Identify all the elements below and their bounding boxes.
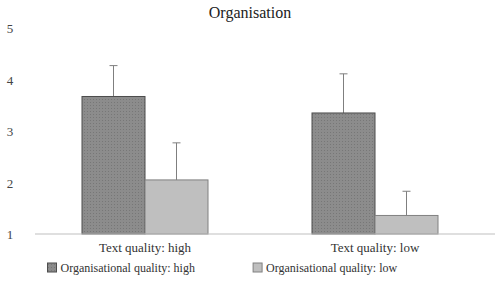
y-tick-label: 1 [7,227,14,242]
title: Organisation [209,4,291,22]
bar [145,180,208,234]
x-tick-label: Text quality: high [99,240,192,255]
legend-label: Organisational quality: low [266,261,397,275]
bars [110,66,411,234]
legend-label: Organisational quality: high [61,261,195,275]
y-tick-label: 5 [7,21,14,36]
bar [312,113,375,234]
legend-swatch [253,263,262,272]
error-cap [403,191,411,192]
x-axis [35,234,495,235]
y-tick-label: 2 [7,176,14,191]
chart: Organisation 1 2 3 4 5 Text quality: high Text … [0,0,500,282]
y-tick-label: 3 [7,124,14,139]
bar [375,215,438,234]
x-tick-label: Text quality: low [331,240,420,255]
bar [82,96,145,234]
error-cap [340,73,348,74]
y-tick-label: 4 [7,73,14,88]
error-cap [110,65,118,66]
legend-swatch [48,263,57,272]
error-cap [173,142,181,143]
